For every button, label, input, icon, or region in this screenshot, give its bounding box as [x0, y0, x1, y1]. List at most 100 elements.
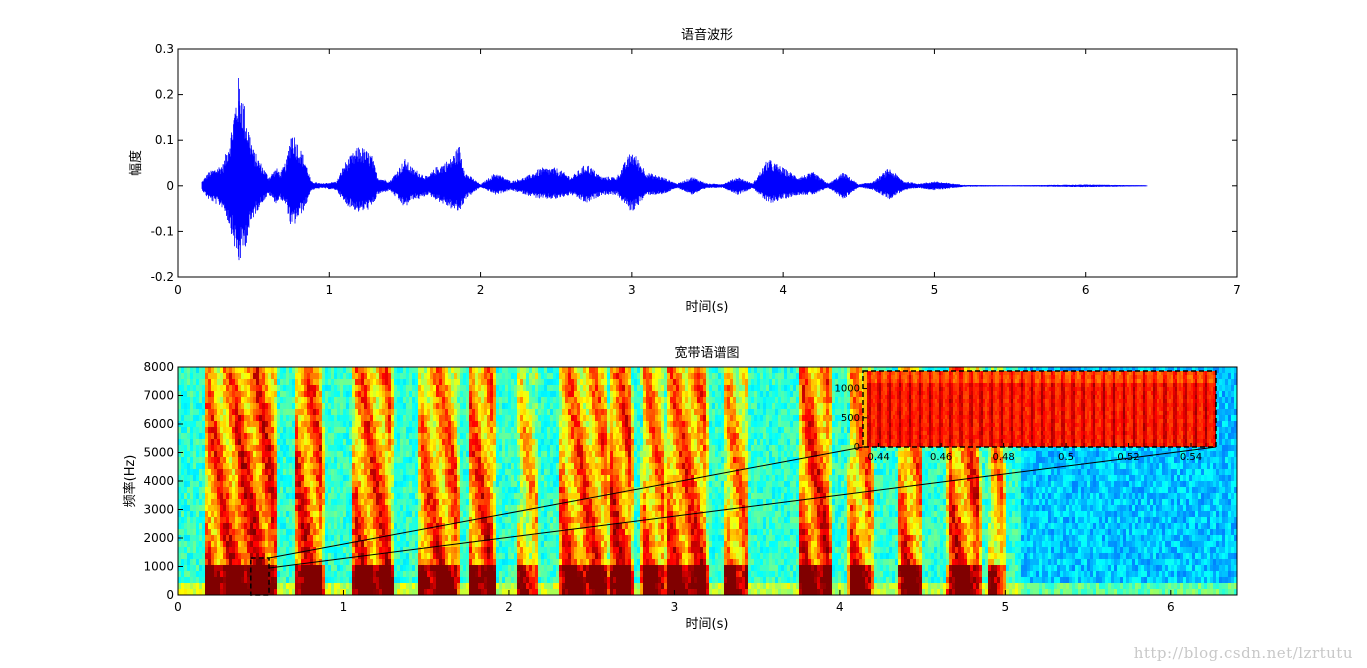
spectrogram-cell: [178, 481, 182, 488]
spectrogram-cell: [493, 445, 497, 452]
spectrogram-cell: [265, 493, 269, 500]
spectrogram-cell: [406, 367, 410, 374]
spectrogram-cell: [274, 481, 278, 488]
spectrogram-cell: [508, 427, 512, 434]
spectrogram-cell: [454, 511, 458, 518]
spectrogram-cell: [322, 463, 326, 470]
spectrogram-cell: [439, 529, 443, 536]
spectrogram-cell: [328, 589, 332, 595]
spectrogram-cell: [364, 535, 368, 542]
spectrogram-cell: [418, 589, 422, 595]
spectrogram-cell: [544, 559, 548, 566]
spectrogram-cell: [493, 589, 497, 595]
spectrogram-cell: [304, 589, 308, 595]
spectrogram-cell: [202, 439, 206, 446]
spectrogram-cell: [337, 475, 341, 482]
spectrogram-cell: [346, 505, 350, 512]
spectrogram-cell: [223, 379, 227, 386]
spectrogram-cell: [565, 367, 569, 374]
waveform-y-tick-label: 0: [166, 179, 174, 193]
spectrogram-cell: [397, 481, 401, 488]
spectrogram-cell: [475, 481, 479, 488]
spectrogram-cell: [451, 481, 455, 488]
spectrogram-cell: [496, 367, 500, 374]
spectrogram-cell: [481, 373, 485, 380]
spectrogram-cell: [448, 481, 452, 488]
spectrogram-cell: [268, 379, 272, 386]
spectrogram-cell: [448, 499, 452, 506]
spectrogram-cell: [463, 535, 467, 542]
spectrogram-cell: [187, 589, 191, 595]
spectrogram-cell: [310, 433, 314, 440]
spectrogram-cell: [307, 475, 311, 482]
spectrogram-cell: [373, 505, 377, 512]
spectrogram-cell: [292, 373, 296, 380]
spectrogram-cell: [565, 493, 569, 500]
spectrogram-cell: [193, 517, 197, 524]
spectrogram-cell: [547, 469, 551, 476]
spectrogram-cell: [322, 433, 326, 440]
spectrogram-cell: [553, 415, 557, 422]
spectrogram-cell: [343, 427, 347, 434]
spectrogram-cell: [256, 493, 260, 500]
spectrogram-cell: [373, 379, 377, 386]
spectrogram-cell: [241, 487, 245, 494]
spectrogram-cell: [283, 577, 287, 584]
spectrogram-cell: [190, 511, 194, 518]
spectrogram-cell: [244, 451, 248, 458]
spectrogram-cell: [544, 565, 548, 572]
spectrogram-cell: [433, 463, 437, 470]
spectrogram-cell: [553, 367, 557, 374]
spectrogram-cell: [559, 385, 563, 392]
spectrogram-cell: [427, 433, 431, 440]
spectrogram-cell: [502, 457, 506, 464]
spectrogram-cell: [277, 385, 281, 392]
spectrogram-cell: [292, 445, 296, 452]
spectrogram-cell: [259, 427, 263, 434]
spectrogram-cell: [523, 409, 527, 416]
spectrogram-cell: [403, 421, 407, 428]
spectrogram-cell: [328, 373, 332, 380]
spectrogram-cell: [388, 565, 392, 572]
spectrogram-cell: [376, 403, 380, 410]
spectrogram-cell: [532, 565, 536, 572]
spectrogram-cell: [478, 463, 482, 470]
spectrogram-cell: [334, 421, 338, 428]
spectrogram-cell: [568, 373, 572, 380]
spectrogram-cell: [181, 559, 185, 566]
spectrogram-cell: [352, 481, 356, 488]
spectrogram-cell: [538, 451, 542, 458]
spectrogram-cell: [208, 427, 212, 434]
spectrogram-cell: [202, 541, 206, 548]
spectrogram-cell: [196, 379, 200, 386]
spectrogram-cell: [244, 445, 248, 452]
spectrogram-cell: [286, 541, 290, 548]
spectrogram-cell: [187, 391, 191, 398]
spectrogram-cell: [289, 589, 293, 595]
spectrogram-cell: [358, 571, 362, 578]
spectrogram-cell: [505, 451, 509, 458]
spectrogram-cell: [514, 385, 518, 392]
spectrogram-cell: [559, 577, 563, 584]
waveform-x-tick-label: 0: [174, 283, 182, 297]
spectrogram-cell: [325, 529, 329, 536]
spectrogram-cell: [499, 475, 503, 482]
spectrogram-cell: [499, 439, 503, 446]
spectrogram-cell: [367, 445, 371, 452]
spectrogram-cell: [343, 493, 347, 500]
spectrogram-cell: [385, 475, 389, 482]
spectrogram-cell: [517, 445, 521, 452]
spectrogram-cell: [298, 367, 302, 374]
spectrogram-cell: [391, 517, 395, 524]
spectrogram-cell: [388, 439, 392, 446]
spectrogram-cell: [187, 553, 191, 560]
spectrogram-cell: [322, 553, 326, 560]
spectrogram-cell: [469, 511, 473, 518]
spectrogram-cell: [445, 487, 449, 494]
spectrogram-cell: [253, 517, 257, 524]
spectrogram-cell: [274, 577, 278, 584]
spectrogram-cell: [349, 439, 353, 446]
spectrogram-cell: [499, 493, 503, 500]
spectrogram-cell: [562, 421, 566, 428]
spectrogram-cell: [484, 427, 488, 434]
